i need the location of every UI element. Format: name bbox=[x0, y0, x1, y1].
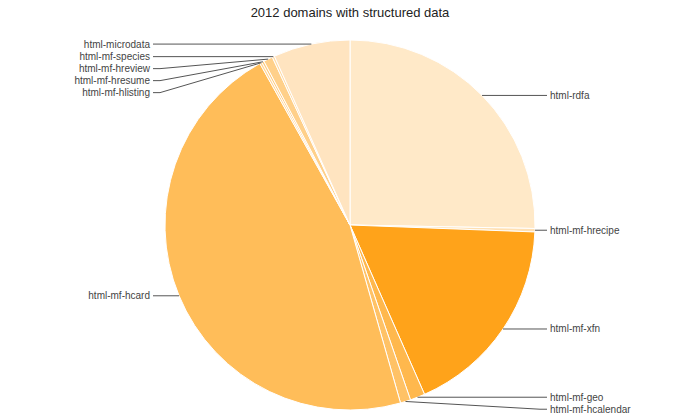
slice-label: html-mf-hcard bbox=[88, 290, 150, 301]
slice-label: html-mf-hcalendar bbox=[550, 404, 631, 415]
title: 2012 domains with structured data bbox=[251, 5, 450, 20]
slice-label: html-mf-geo bbox=[550, 392, 604, 403]
slice-label: html-mf-hrecipe bbox=[550, 225, 620, 236]
leader-line bbox=[153, 56, 273, 57]
leader-line bbox=[418, 397, 547, 398]
chart: 2012 domains with structured data html-rd… bbox=[0, 0, 700, 420]
pie bbox=[165, 40, 535, 410]
leader-line bbox=[406, 401, 547, 409]
slice-label: html-mf-hreview bbox=[79, 63, 151, 74]
slice-label: html-mf-hresume bbox=[74, 75, 150, 86]
leader-line bbox=[503, 328, 547, 329]
slice-label: html-mf-xfn bbox=[550, 323, 600, 334]
slice bbox=[165, 63, 400, 410]
leader-line bbox=[153, 295, 179, 296]
leader-line bbox=[153, 44, 311, 45]
slice-label: html-mf-hlisting bbox=[82, 87, 150, 98]
slice bbox=[350, 40, 535, 228]
leader-line bbox=[535, 230, 547, 231]
leader-line bbox=[153, 59, 268, 69]
slice bbox=[274, 40, 350, 225]
leader-line bbox=[482, 95, 547, 96]
slice-label: html-rdfa bbox=[550, 90, 590, 101]
slice-label: html-mf-species bbox=[79, 51, 150, 62]
labels: html-rdfa html-mf-hrecipe html-mf-xfn html-… bbox=[74, 39, 631, 415]
slice-label: html-microdata bbox=[84, 39, 151, 50]
